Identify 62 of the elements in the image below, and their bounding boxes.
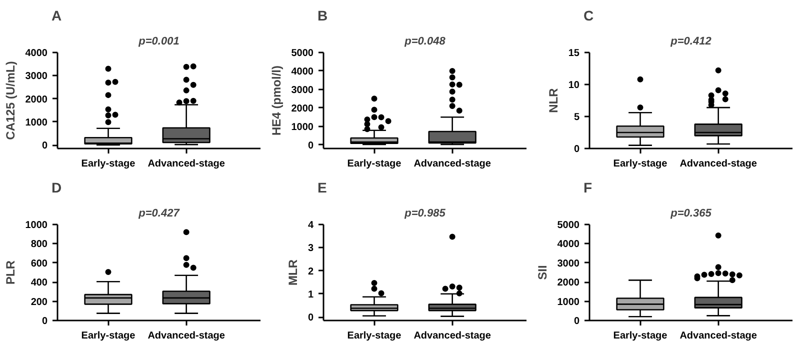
x-tick-label: Early-stage bbox=[81, 158, 136, 170]
y-tick-label: 3000 bbox=[557, 258, 580, 270]
y-tick-label: 2000 bbox=[25, 94, 48, 106]
y-axis-title: SII bbox=[535, 265, 550, 280]
y-tick-label: 4000 bbox=[25, 48, 48, 59]
x-tick-label: Early-stage bbox=[347, 330, 402, 342]
y-tick-label: 200 bbox=[30, 296, 48, 308]
y-tick-label: 3000 bbox=[25, 71, 48, 82]
y-tick-label: 2000 bbox=[557, 278, 580, 289]
y-tick-label: 3000 bbox=[291, 84, 314, 96]
x-tick-label: Advanced-stage bbox=[680, 158, 758, 170]
y-tick-label: 1000 bbox=[25, 117, 48, 128]
y-tick-label: 2 bbox=[308, 266, 314, 278]
y-tick-label: 10 bbox=[568, 80, 580, 91]
chart-title: D bbox=[52, 180, 62, 196]
chart-title: E bbox=[318, 180, 327, 196]
chart-subtitle: p=0.001 bbox=[138, 36, 180, 48]
chart-subtitle: p=0.985 bbox=[404, 208, 446, 220]
y-tick-label: 800 bbox=[30, 239, 48, 250]
y-tick-label: 4000 bbox=[291, 66, 314, 78]
chart-title: C bbox=[584, 8, 594, 24]
y-tick-label: 15 bbox=[568, 48, 580, 59]
y-axis-title: MLR bbox=[286, 259, 300, 286]
chart-subtitle: p=0.412 bbox=[670, 36, 712, 48]
y-tick-label: 4 bbox=[308, 220, 314, 231]
y-tick-label: 5000 bbox=[291, 48, 314, 59]
y-tick-label: 400 bbox=[30, 278, 48, 289]
y-tick-label: 1000 bbox=[557, 296, 580, 308]
y-tick-label: 0 bbox=[308, 140, 314, 152]
x-tick-label: Advanced-stage bbox=[680, 330, 758, 342]
chart-title: B bbox=[318, 8, 328, 24]
x-tick-label: Advanced-stage bbox=[414, 330, 492, 342]
y-tick-label: 0 bbox=[42, 140, 48, 152]
x-tick-label: Advanced-stage bbox=[148, 158, 226, 170]
y-tick-label: 0 bbox=[42, 316, 48, 327]
x-tick-label: Early-stage bbox=[81, 330, 136, 342]
y-axis-title: NLR bbox=[546, 88, 560, 113]
x-tick-label: Early-stage bbox=[613, 158, 668, 170]
y-axis-title: CA125 (U/mL) bbox=[3, 61, 18, 140]
y-tick-label: 1000 bbox=[291, 122, 314, 133]
y-tick-label: 1000 bbox=[25, 220, 48, 231]
x-tick-label: Early-stage bbox=[613, 330, 668, 342]
y-axis-title: PLR bbox=[3, 260, 18, 284]
y-tick-label: 600 bbox=[30, 258, 48, 270]
y-tick-label: 0 bbox=[574, 144, 580, 155]
y-tick-label: 5 bbox=[574, 112, 580, 123]
x-tick-label: Early-stage bbox=[347, 158, 402, 170]
y-tick-label: 5000 bbox=[557, 220, 580, 231]
y-tick-label: 4000 bbox=[557, 239, 580, 250]
x-tick-label: Advanced-stage bbox=[148, 330, 226, 342]
y-tick-label: 0 bbox=[574, 316, 580, 327]
y-axis-title: HE4 (pmol/l) bbox=[269, 65, 284, 136]
chart-title: A bbox=[52, 8, 62, 24]
chart-subtitle: p=0.427 bbox=[138, 208, 180, 220]
chart-title: F bbox=[584, 180, 592, 196]
chart-subtitle: p=0.048 bbox=[404, 36, 446, 48]
y-tick-label: 0 bbox=[308, 312, 314, 324]
y-tick-label: 2000 bbox=[291, 103, 314, 114]
x-tick-label: Advanced-stage bbox=[414, 158, 492, 170]
chart-subtitle: p=0.365 bbox=[670, 208, 712, 220]
y-tick-label: 3 bbox=[308, 243, 314, 254]
y-tick-label: 1 bbox=[308, 289, 314, 300]
